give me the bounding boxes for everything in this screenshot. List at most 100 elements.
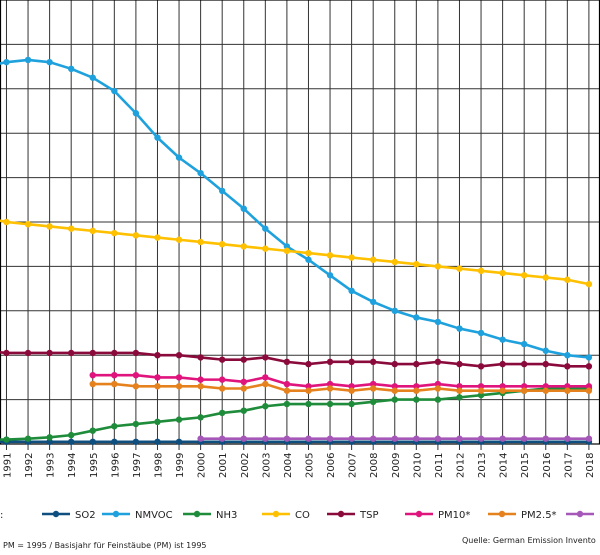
- data-point: [564, 363, 571, 370]
- data-point: [391, 435, 398, 442]
- x-tick-2007: 2007: [348, 453, 359, 478]
- data-point: [283, 243, 291, 250]
- data-point: [67, 349, 75, 357]
- legend-label: CO: [295, 510, 310, 521]
- data-point: [132, 438, 140, 445]
- data-point: [542, 387, 549, 394]
- x-tick-2001: 2001: [218, 453, 229, 478]
- data-point: [3, 436, 10, 443]
- data-point: [175, 352, 183, 359]
- data-point: [46, 58, 53, 66]
- data-point: [154, 374, 161, 381]
- data-point: [413, 387, 420, 394]
- legend-swatch-marker: [576, 510, 584, 518]
- data-point: [564, 435, 571, 442]
- data-point: [197, 354, 204, 361]
- x-tick-2011: 2011: [434, 453, 445, 478]
- data-point: [218, 409, 226, 417]
- data-point: [477, 387, 485, 394]
- data-point: [585, 435, 593, 442]
- legend-item-co: CO: [262, 510, 310, 521]
- legend-swatch-marker: [112, 510, 120, 518]
- data-point: [413, 396, 420, 403]
- data-point: [564, 387, 571, 394]
- series-layer: [0, 56, 593, 445]
- data-point: [305, 400, 312, 408]
- series-line-0: [92, 382, 589, 393]
- data-point: [391, 307, 398, 314]
- vertical-gridlines: [5, 0, 590, 450]
- data-point: [218, 385, 226, 392]
- data-point: [24, 221, 32, 228]
- x-tick-2009: 2009: [391, 453, 402, 478]
- data-point: [542, 274, 549, 281]
- data-point: [326, 385, 334, 392]
- x-tick-2015: 2015: [520, 453, 531, 478]
- data-point: [262, 225, 269, 232]
- data-point: [132, 420, 140, 428]
- data-point: [89, 227, 96, 235]
- legend-label: PM10*: [438, 510, 470, 521]
- legend-label: TSP: [359, 510, 379, 521]
- legend-label: NMVOC: [135, 510, 173, 521]
- data-point: [46, 349, 53, 357]
- data-point: [240, 356, 247, 363]
- x-tick-1994: 1994: [67, 453, 78, 478]
- data-point: [89, 380, 96, 388]
- x-tick-2005: 2005: [304, 453, 315, 478]
- data-point: [499, 387, 506, 394]
- x-tick-2008: 2008: [369, 453, 380, 478]
- data-point: [262, 245, 269, 252]
- data-point: [413, 435, 420, 442]
- series-b: [197, 435, 593, 442]
- x-tick-1999: 1999: [175, 453, 186, 478]
- x-tick-1991: 1991: [2, 453, 13, 478]
- data-point: [348, 358, 355, 366]
- x-tick-1993: 1993: [46, 453, 57, 478]
- x-tick-2012: 2012: [455, 453, 466, 478]
- x-tick-1998: 1998: [153, 453, 164, 478]
- data-point: [477, 391, 485, 399]
- data-point: [46, 434, 53, 441]
- legend-item-tsp: TSP: [327, 510, 379, 521]
- series-co: [0, 218, 593, 288]
- x-tick-2018: 2018: [585, 453, 596, 478]
- data-point: [326, 252, 334, 259]
- data-point: [391, 360, 398, 368]
- x-tick-2006: 2006: [326, 453, 337, 478]
- data-point: [262, 435, 269, 442]
- data-point: [499, 435, 506, 442]
- data-point: [262, 380, 269, 388]
- data-point: [369, 380, 377, 388]
- data-point: [520, 272, 528, 279]
- data-point: [305, 387, 312, 394]
- data-point: [240, 407, 247, 414]
- data-point: [413, 314, 420, 321]
- data-point: [520, 435, 528, 442]
- legend-swatch-marker: [415, 510, 423, 518]
- data-point: [262, 354, 269, 361]
- data-point: [348, 435, 355, 442]
- data-point: [283, 387, 291, 394]
- legend-item-pm10: PM10*: [405, 510, 470, 521]
- data-point: [434, 318, 442, 326]
- x-tick-2016: 2016: [542, 453, 553, 478]
- data-point: [369, 435, 377, 442]
- data-point: [197, 383, 204, 390]
- data-point: [499, 360, 506, 368]
- data-point: [305, 256, 312, 263]
- data-point: [348, 383, 355, 390]
- data-point: [240, 243, 247, 250]
- data-point: [132, 232, 140, 239]
- data-point: [542, 360, 549, 368]
- data-point: [477, 329, 485, 337]
- data-point: [132, 110, 140, 117]
- data-point: [111, 87, 118, 95]
- legend-item-nh3: NH3: [183, 510, 237, 521]
- data-point: [305, 360, 312, 368]
- data-point: [477, 363, 485, 370]
- data-point: [391, 387, 398, 394]
- data-point: [434, 358, 442, 366]
- x-tick-1995: 1995: [89, 453, 100, 478]
- x-tick-2000: 2000: [197, 453, 208, 478]
